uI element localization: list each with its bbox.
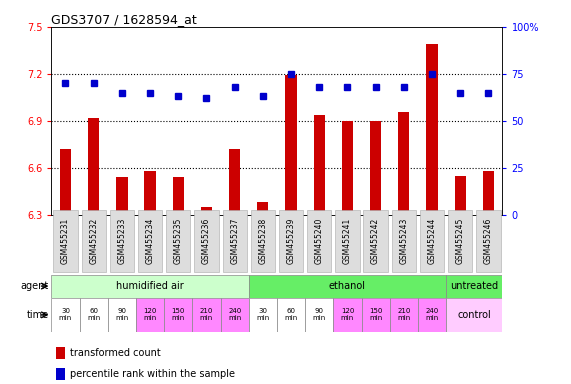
Text: 150
min: 150 min xyxy=(369,308,383,321)
Bar xyxy=(51,275,249,298)
Text: 210
min: 210 min xyxy=(200,308,213,321)
Bar xyxy=(370,121,381,215)
Bar xyxy=(56,347,65,359)
Text: GSM455233: GSM455233 xyxy=(118,218,126,265)
Text: GSM455244: GSM455244 xyxy=(428,218,436,265)
Bar xyxy=(79,298,108,332)
Text: 150
min: 150 min xyxy=(171,308,185,321)
Bar xyxy=(446,298,502,332)
Bar xyxy=(220,298,249,332)
Bar xyxy=(201,207,212,215)
Text: 90
min: 90 min xyxy=(312,308,326,321)
Text: 120
min: 120 min xyxy=(341,308,354,321)
Text: GSM455237: GSM455237 xyxy=(230,218,239,265)
Text: GSM455238: GSM455238 xyxy=(258,218,267,264)
Text: ethanol: ethanol xyxy=(329,281,366,291)
Bar xyxy=(56,368,65,380)
Bar xyxy=(333,298,361,332)
Text: 120
min: 120 min xyxy=(143,308,157,321)
Text: GSM455235: GSM455235 xyxy=(174,218,183,265)
Text: time: time xyxy=(27,310,49,320)
Bar xyxy=(60,149,71,215)
Text: GSM455241: GSM455241 xyxy=(343,218,352,264)
Text: agent: agent xyxy=(21,281,49,291)
Bar xyxy=(398,111,409,215)
Text: GSM455245: GSM455245 xyxy=(456,218,465,265)
Bar xyxy=(361,298,390,332)
Bar xyxy=(342,121,353,215)
Text: 240
min: 240 min xyxy=(425,308,439,321)
Bar xyxy=(51,298,79,332)
Text: GSM455242: GSM455242 xyxy=(371,218,380,264)
Text: 60
min: 60 min xyxy=(284,308,297,321)
Bar xyxy=(286,76,297,215)
Text: 90
min: 90 min xyxy=(115,308,128,321)
Bar xyxy=(88,118,99,215)
Text: GSM455234: GSM455234 xyxy=(146,218,155,265)
Bar xyxy=(313,115,325,215)
Text: GSM455239: GSM455239 xyxy=(287,218,296,265)
Text: untreated: untreated xyxy=(450,281,498,291)
Bar xyxy=(482,171,494,215)
Bar xyxy=(257,202,268,215)
Text: GDS3707 / 1628594_at: GDS3707 / 1628594_at xyxy=(51,13,197,26)
Bar xyxy=(455,176,466,215)
Bar xyxy=(446,275,502,298)
Bar xyxy=(144,171,156,215)
Text: 240
min: 240 min xyxy=(228,308,242,321)
Text: GSM455246: GSM455246 xyxy=(484,218,493,265)
Text: GSM455243: GSM455243 xyxy=(399,218,408,265)
Bar xyxy=(249,275,446,298)
Bar xyxy=(418,298,446,332)
Text: GSM455236: GSM455236 xyxy=(202,218,211,265)
Bar xyxy=(305,298,333,332)
Text: GSM455231: GSM455231 xyxy=(61,218,70,264)
Bar xyxy=(136,298,164,332)
Text: transformed count: transformed count xyxy=(70,348,160,358)
Text: humidified air: humidified air xyxy=(116,281,184,291)
Bar xyxy=(427,44,437,215)
Text: GSM455240: GSM455240 xyxy=(315,218,324,265)
Bar xyxy=(229,149,240,215)
Text: control: control xyxy=(457,310,491,320)
Bar xyxy=(108,298,136,332)
Text: 60
min: 60 min xyxy=(87,308,100,321)
Bar xyxy=(389,298,418,332)
Bar xyxy=(192,298,220,332)
Bar xyxy=(249,298,277,332)
Text: percentile rank within the sample: percentile rank within the sample xyxy=(70,369,235,379)
Text: 30
min: 30 min xyxy=(256,308,270,321)
Text: GSM455232: GSM455232 xyxy=(89,218,98,264)
Text: 210
min: 210 min xyxy=(397,308,411,321)
Text: 30
min: 30 min xyxy=(59,308,72,321)
Bar xyxy=(116,177,127,215)
Bar xyxy=(277,298,305,332)
Bar xyxy=(172,177,184,215)
Bar xyxy=(164,298,192,332)
